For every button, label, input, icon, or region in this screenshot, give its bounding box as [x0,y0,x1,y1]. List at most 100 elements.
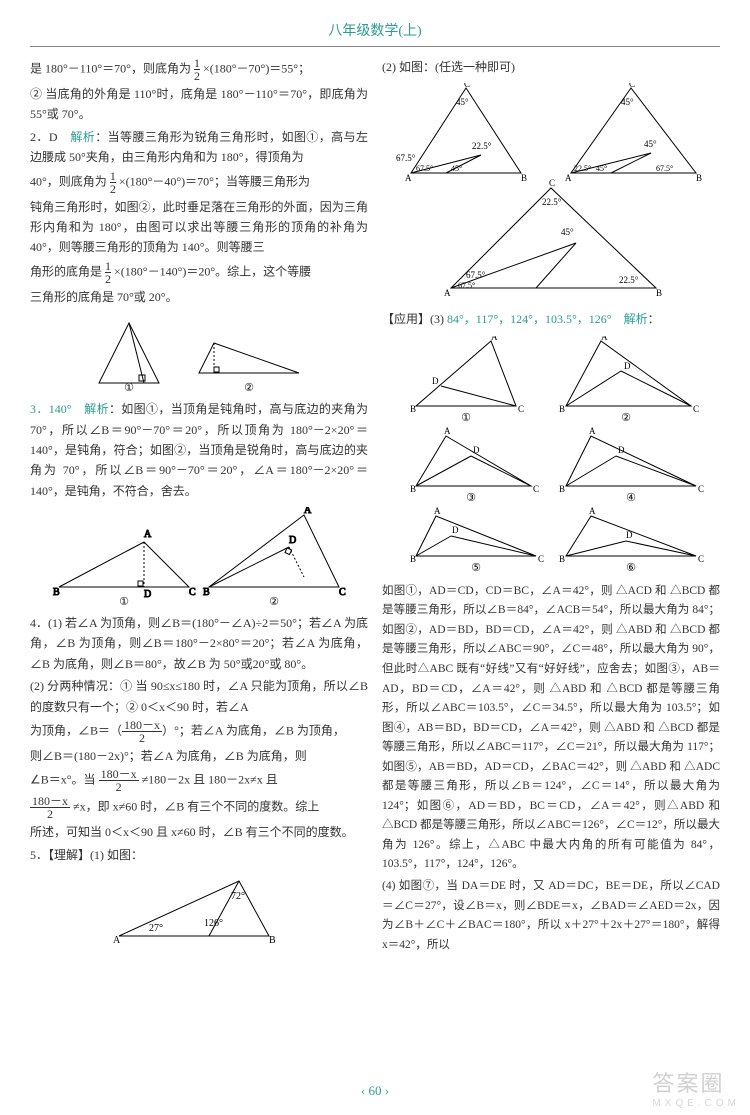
angle: 45° [644,139,657,149]
svg-text:C: C [189,587,196,598]
pt: A [601,336,608,342]
wm-sub: MXQE.COM [652,1098,740,1109]
frac-den: 2 [194,70,200,82]
angle: 22.5° [574,164,591,173]
text-line: 180－x 2 ≠x，即 x≠60 时，∠B 有三个不同的度数。综上 [30,795,368,820]
watermark: 答案圈 MXQE.COM [652,1066,740,1109]
fig-label: ⑤ [471,562,481,574]
t: 40°，则底角为 [30,174,110,188]
svg-text:A: A [304,507,312,516]
diagram-six-triangles: A B C D ① A B C D ② [382,336,720,576]
text-line: 则∠B＝(180－2x)°；若∠A 为底角，∠B 为底角，则 [30,746,368,766]
angle: 72° [231,891,245,902]
pt: C [693,404,699,414]
t: 角形的底角是 [30,264,105,278]
pt: D [624,361,631,371]
pt: D [618,445,625,455]
fig-label: ② [244,382,254,393]
text-line: 【应用】(3) 84°，117°，124°，103.5°，126° 解析： [382,309,720,329]
wm-main: 答案圈 [652,1071,724,1096]
pt: C [698,484,704,494]
pt: B [410,484,416,494]
frac-num: 1 [110,170,116,183]
t: ×(180°－70°)＝55°； [203,61,310,75]
pt: C [698,554,704,564]
fig-label: ⑥ [626,562,636,574]
text-line: 所述，可知当 0＜x＜90 且 x≠60 时，∠B 有三个不同的度数。 [30,822,368,842]
page-header: 八年级数学(上) [30,20,720,47]
frac-den: 2 [99,781,139,793]
text-line: 钝角三角形时，如图②，此时垂足落在三角形的外面，因为三角形内角和为 180°，由… [30,197,368,258]
pt: C [464,83,470,89]
pt: A [434,506,441,516]
pt: A [444,288,451,298]
svg-text:C: C [339,587,346,598]
fig-label: ① [124,382,134,393]
angle: 45° [596,164,607,173]
pt: A [444,426,451,436]
fig-label: ② [269,596,279,607]
pt: D [626,530,633,540]
pt: A [589,426,596,436]
pt: B [269,935,276,946]
content-columns: 是 180°－110°＝70°，则底角为 1 2 ×(180°－70°)＝55°… [30,57,720,957]
angle: 67.5° [396,153,416,163]
fig-label: ③ [466,492,476,504]
analysis-label: 解析 [70,130,95,144]
pt: A [589,506,596,516]
frac-den: 2 [30,808,70,820]
right-column: (2) 如图：(任选一种即可) C A B 45° 22.5° 67.5° 67… [382,57,720,957]
diagram-triangles-3-4: A B C D ① A B C D ② [30,507,368,607]
angle: 22.5° [619,275,639,285]
left-column: 是 180°－110°＝70°，则底角为 1 2 ×(180°－70°)＝55°… [30,57,368,957]
angle: 67.5° [416,164,433,173]
pt: B [656,288,662,298]
svg-text:A: A [144,529,152,540]
svg-text:D: D [144,589,151,600]
t: ×(180°－140°)＝20°。综上，这个等腰 [114,264,311,278]
text-line: 是 180°－110°＝70°，则底角为 1 2 ×(180°－70°)＝55°… [30,57,368,82]
t: 【应用】(3) [382,312,447,326]
t: °；若∠A 为底角，∠B 为顶角， [174,723,345,737]
pt: B [521,173,527,183]
svg-text:B: B [53,587,60,598]
frac-num: 1 [105,260,111,273]
pt: C [549,178,555,188]
pt: A [491,336,498,342]
angle: 67.5° [656,164,673,173]
pt: B [559,554,565,564]
text-line: (2) 分两种情况：① 当 90≤x≤180 时，∠A 只能为顶角，所以∠B 的… [30,676,368,717]
t: 是 180°－110°＝70°，则底角为 [30,61,194,75]
frac-den: 2 [105,273,111,285]
analysis-label: 解析 [84,402,109,416]
text-line: 2．D 解析：当等腰三角形为锐角三角形时，如图①，高与左边腰成 50°夹角，由三… [30,127,368,168]
pt: C [518,404,524,414]
frac-den: 2 [122,732,162,744]
diagram-q5: A B 27° 126° 72° [30,871,368,951]
angle: 67.5° [458,281,475,290]
text-line: 角形的底角是 1 2 ×(180°－140°)＝20°。综上，这个等腰 [30,260,368,285]
angle: 45° [561,227,574,237]
text-block: (4) 如图⑦，当 DA＝DE 时，又 AD＝DC，BE＝DE，所以∠CAD＝∠… [382,877,720,955]
pt: A [405,173,412,183]
fig-label: ① [119,596,129,607]
svg-text:B: B [203,587,210,598]
pt: B [410,554,416,564]
t: ≠180－2x 且 180－2x≠x 且 [142,773,278,787]
pt: D [452,525,459,535]
t: ×(180°－40°)＝70°；当等腰三角形为 [119,174,310,188]
pt: C [538,554,544,564]
text-line: 3．140° 解析：如图①，当顶角是钝角时，高与底边的夹角为 70°，所以∠B＝… [30,399,368,501]
pt: D [432,376,439,386]
t: ：如图①，当顶角是钝角时，高与底边的夹角为 70°，所以∠B＝90°－70°＝2… [30,402,368,498]
t: ： [648,312,660,326]
angle: 126° [204,918,223,929]
pt: B [559,484,565,494]
text-line: ② 当底角的外角是 110°时，底角是 180°－110°＝70°，即底角为 5… [30,84,368,125]
q-answer: 3．140° [30,402,84,416]
svg-text:D: D [289,535,296,546]
answer: 84°，117°，124°，103.5°，126° [447,312,612,326]
angle: 45° [456,97,469,107]
text-line: (2) 如图：(任选一种即可) [382,57,720,77]
angle: 45° [621,97,634,107]
